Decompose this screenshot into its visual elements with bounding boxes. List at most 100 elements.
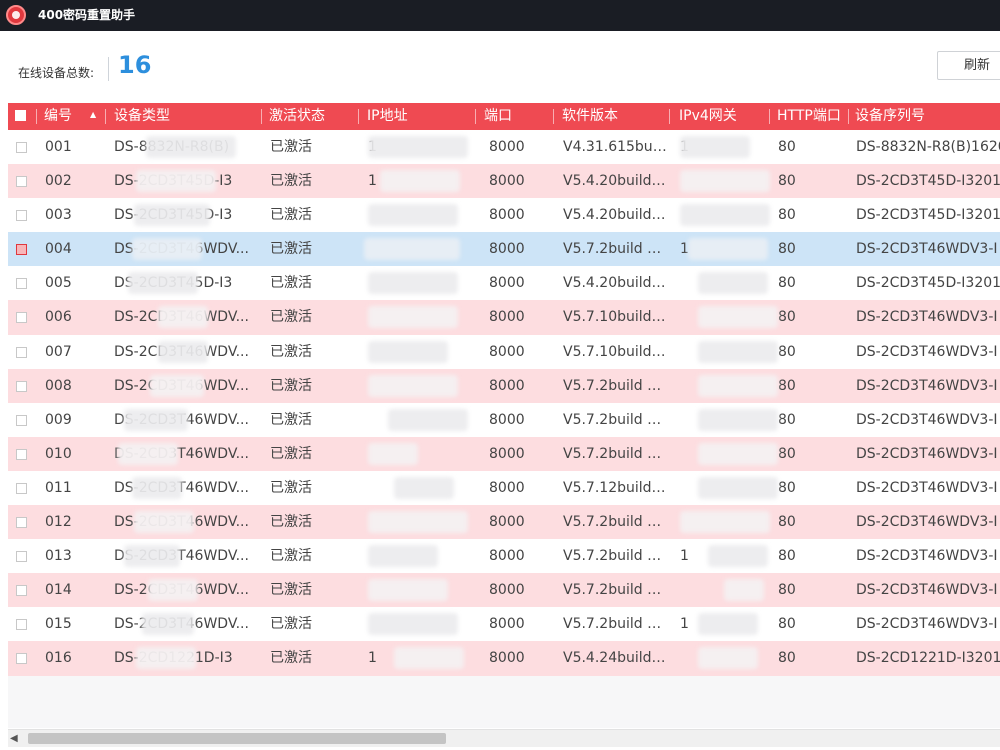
cell-version: V5.4.20build ... — [563, 207, 669, 224]
row-checkbox[interactable] — [16, 278, 27, 290]
cell-serial: DS-2CD3T46WDV3-I — [856, 548, 998, 565]
cell-version: V5.7.2build 2... — [563, 616, 669, 633]
row-checkbox[interactable] — [16, 346, 27, 358]
column-header-activation[interactable]: 激活状态 — [269, 108, 325, 124]
column-header-version[interactable]: 软件版本 — [562, 108, 618, 124]
privacy-blur — [368, 136, 468, 158]
cell-version: V5.7.2build 2... — [563, 548, 669, 565]
row-checkbox[interactable] — [16, 414, 27, 426]
privacy-blur — [368, 613, 458, 636]
table-row[interactable]: 013 DS-2CD3T46WDV... 已激活 8000 V5.7.2build 2.… — [8, 539, 1000, 574]
cell-serial: DS-2CD3T46WDV3-I — [856, 241, 998, 258]
cell-http-port: 80 — [778, 377, 796, 394]
column-separator — [358, 109, 359, 124]
cell-activation: 已激活 — [270, 207, 312, 224]
cell-number: 007 — [45, 343, 72, 360]
column-header-http-port[interactable]: HTTP端口 — [777, 108, 841, 124]
cell-port: 8000 — [489, 377, 525, 394]
table-row[interactable]: 002DS-2CD3T45D-I3已激活18000V5.4.20build ..… — [8, 164, 1000, 199]
row-checkbox[interactable] — [16, 380, 27, 392]
cell-http-port: 80 — [778, 275, 796, 292]
cell-port: 8000 — [489, 514, 525, 531]
row-checkbox[interactable] — [16, 551, 27, 563]
cell-activation: 已激活 — [270, 173, 312, 190]
table-row[interactable]: 016DS-2CD1221D-I3已激活18000V5.4.24build ..… — [8, 641, 1000, 676]
cell-port: 8000 — [489, 582, 525, 599]
row-checkbox[interactable] — [16, 210, 27, 222]
privacy-blur — [368, 204, 458, 227]
column-header-port[interactable]: 端口 — [484, 108, 512, 124]
cell-activation: 已激活 — [270, 139, 312, 155]
scroll-left-icon[interactable]: ◀ — [10, 733, 18, 744]
table-row[interactable]: 005DS-2CD3T45D-I3已激活8000V5.4.20build ...… — [8, 266, 1000, 301]
table-body: 001DS-8832N-R8(B)已激活18000V4.31.615bui...… — [8, 130, 1000, 676]
table-empty-area — [8, 676, 1000, 728]
cell-version: V5.7.2build 2... — [563, 241, 669, 258]
cell-port: 8000 — [489, 275, 525, 292]
table-row[interactable]: 010 DS-2CD3T46WDV... 已激活 8000 V5.7.2build 2.… — [8, 436, 1000, 471]
column-header-gateway[interactable]: IPv4网关 — [679, 108, 737, 124]
cell-activation: 已激活 — [270, 445, 312, 462]
select-all-checkbox[interactable] — [15, 110, 26, 121]
cell-port: 8000 — [489, 207, 525, 224]
cell-http-port: 80 — [778, 479, 796, 496]
row-checkbox[interactable] — [16, 142, 27, 153]
privacy-blur — [158, 306, 208, 329]
row-checkbox[interactable] — [16, 482, 27, 494]
column-header-serial[interactable]: 设备序列号 — [855, 108, 925, 124]
cell-activation: 已激活 — [270, 514, 312, 531]
app-logo-icon — [6, 5, 26, 25]
cell-activation: 已激活 — [270, 616, 312, 633]
title-bar: 400密码重置助手 — [0, 0, 1000, 31]
privacy-blur — [368, 545, 438, 568]
cell-http-port: 80 — [778, 173, 796, 190]
row-checkbox[interactable] — [16, 585, 27, 597]
row-checkbox[interactable] — [16, 517, 27, 529]
cell-http-port: 80 — [778, 650, 796, 667]
cell-serial: DS-2CD3T46WDV3-I — [856, 343, 998, 360]
column-header-number[interactable]: 编号 — [44, 108, 72, 124]
row-checkbox[interactable] — [16, 653, 27, 665]
privacy-blur — [680, 204, 770, 227]
cell-number: 001 — [45, 139, 72, 155]
table-row[interactable]: 001DS-8832N-R8(B)已激活18000V4.31.615bui...… — [8, 130, 1000, 165]
privacy-blur — [698, 272, 768, 295]
row-checkbox[interactable] — [16, 312, 27, 324]
table-header: 编号 ▲ 设备类型 激活状态 IP地址 端口 软件版本 IPv4网关 HTTP端… — [8, 103, 1000, 130]
cell-number: 016 — [45, 650, 72, 667]
cell-activation: 已激活 — [270, 650, 312, 667]
row-checkbox[interactable] — [16, 448, 27, 460]
privacy-blur — [698, 340, 778, 363]
row-checkbox[interactable] — [16, 176, 27, 188]
cell-version: V5.4.20build ... — [563, 275, 669, 292]
row-checkbox[interactable] — [16, 619, 27, 631]
row-checkbox[interactable] — [16, 244, 27, 256]
column-header-device-type[interactable]: 设备类型 — [114, 108, 170, 124]
privacy-blur — [132, 476, 182, 499]
cell-port: 8000 — [489, 445, 525, 462]
cell-number: 008 — [45, 377, 72, 394]
scrollbar-thumb[interactable] — [28, 733, 446, 744]
privacy-blur — [364, 238, 460, 261]
privacy-blur — [698, 374, 778, 397]
privacy-blur — [132, 238, 202, 261]
refresh-button[interactable]: 刷新 — [937, 51, 1000, 80]
table-row[interactable]: 003DS-2CD3T45D-I3已激活8000V5.4.20build ...… — [8, 198, 1000, 233]
column-header-ip[interactable]: IP地址 — [367, 108, 408, 124]
cell-serial: DS-2CD3T46WDV3-I — [856, 479, 998, 496]
cell-number: 004 — [45, 241, 72, 258]
sort-ascending-icon[interactable]: ▲ — [90, 110, 97, 119]
cell-serial: DS-2CD3T45D-I3201 — [856, 173, 1000, 190]
device-table: 编号 ▲ 设备类型 激活状态 IP地址 端口 软件版本 IPv4网关 HTTP端… — [8, 103, 1000, 676]
horizontal-scrollbar[interactable]: ◀ — [8, 729, 1000, 747]
privacy-blur — [688, 238, 768, 261]
